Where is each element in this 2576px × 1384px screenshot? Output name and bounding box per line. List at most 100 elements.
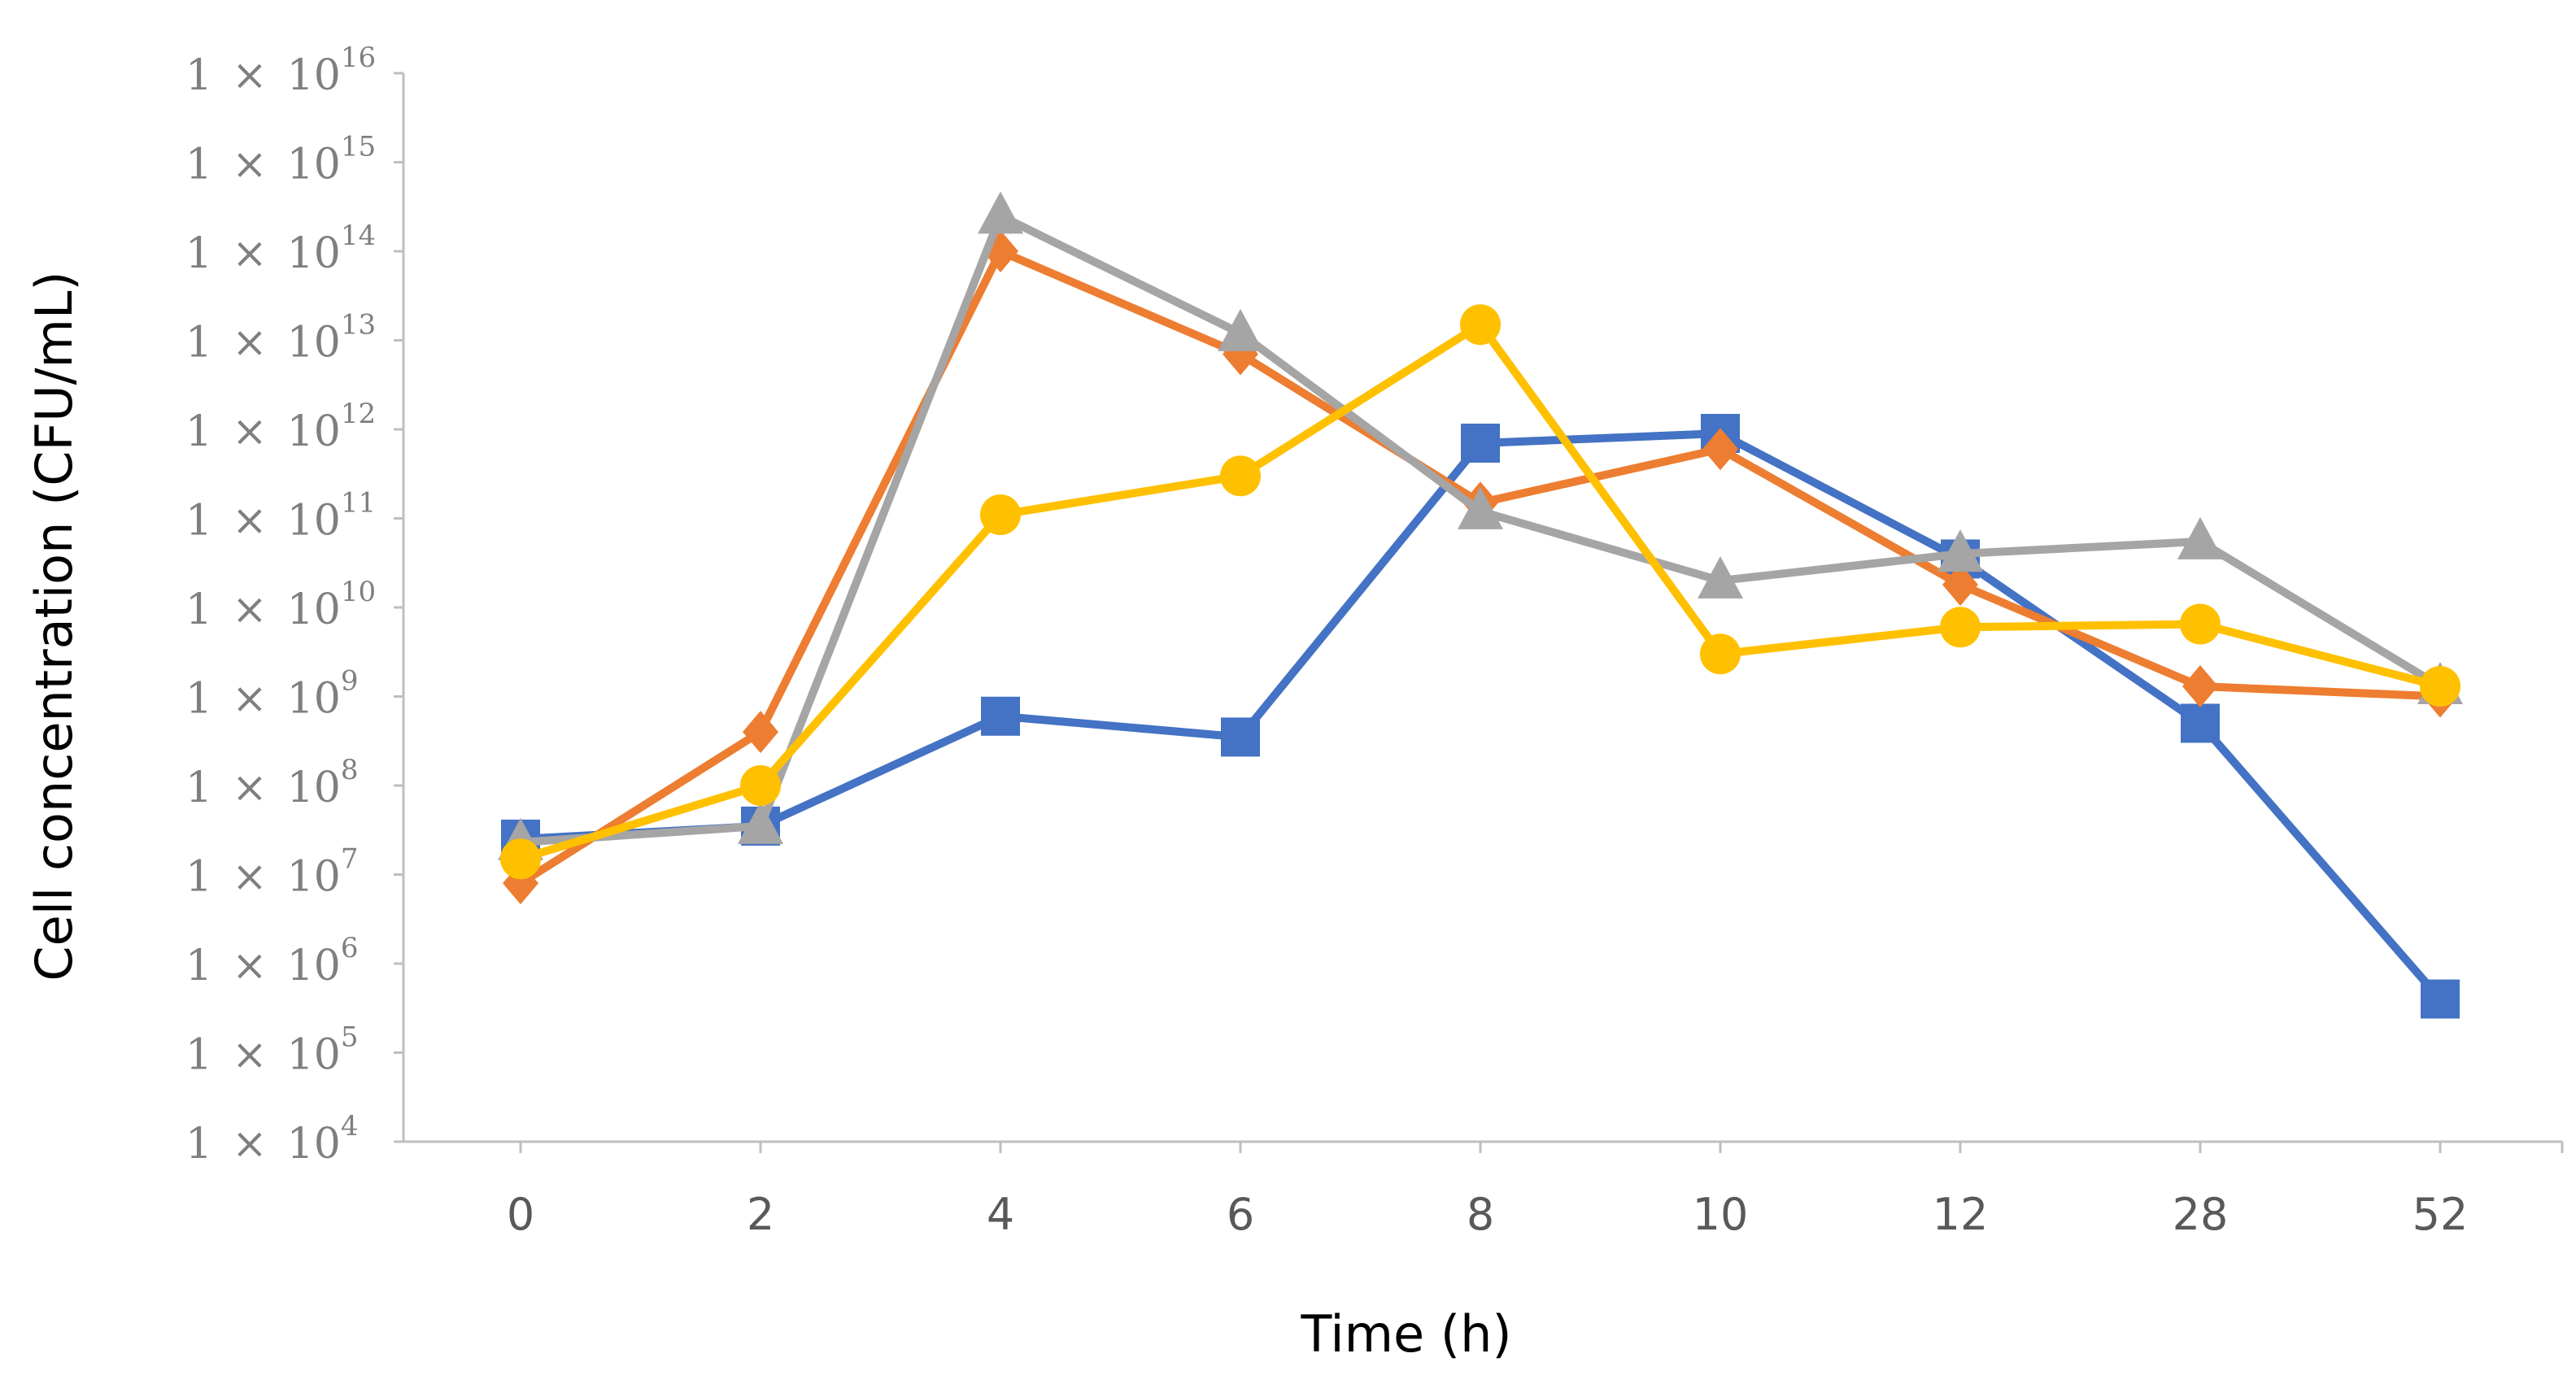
y-tick-base: 10 [287, 585, 341, 634]
y-tick-mantissa: 1 [185, 319, 212, 368]
data-point [1218, 308, 1263, 351]
y-tick-mantissa: 1 [185, 942, 212, 990]
data-point [1937, 529, 1983, 572]
y-tick-base: 10 [287, 853, 341, 902]
y-tick-times: × [232, 675, 268, 724]
x-tick-label: 0 [507, 1189, 534, 1240]
y-tick-label: 1 × 104 [185, 1110, 358, 1169]
y-tick-mantissa: 1 [185, 141, 212, 189]
y-tick-mantissa: 1 [185, 1031, 212, 1080]
y-tick-exponent: 9 [341, 665, 359, 698]
x-axis-title: Time (h) [1300, 1304, 1511, 1364]
y-tick-label: 1 × 1011 [185, 487, 376, 546]
y-tick-base: 10 [287, 319, 341, 368]
y-tick-mantissa: 1 [185, 407, 212, 456]
y-tick-times: × [232, 497, 268, 546]
y-tick-label: 1 × 107 [185, 843, 358, 902]
data-point [1940, 607, 1981, 648]
y-tick-exponent: 15 [341, 131, 376, 163]
y-tick-mantissa: 1 [185, 764, 212, 812]
data-point [1700, 633, 1741, 675]
data-point [500, 838, 541, 880]
data-point [1460, 304, 1501, 346]
x-tick-label: 10 [1693, 1189, 1749, 1240]
series-layer [498, 191, 2463, 1019]
y-tick-exponent: 11 [341, 487, 376, 520]
data-point [2421, 979, 2460, 1019]
x-tick-label: 28 [2173, 1189, 2229, 1240]
data-point [978, 191, 1023, 234]
data-point [1221, 717, 1260, 757]
x-tick-label: 4 [987, 1189, 1014, 1240]
y-tick-label: 1 × 1012 [185, 398, 376, 456]
y-tick-base: 10 [287, 229, 341, 278]
y-tick-base: 10 [287, 764, 341, 812]
y-tick-times: × [232, 1031, 268, 1080]
y-tick-mantissa: 1 [185, 229, 212, 278]
y-tick-base: 10 [287, 675, 341, 724]
y-tick-base: 10 [287, 1031, 341, 1080]
y-tick-mantissa: 1 [185, 675, 212, 724]
y-tick-mantissa: 1 [185, 585, 212, 634]
data-point [1942, 564, 1978, 607]
data-point [1461, 423, 1500, 463]
data-point [2180, 603, 2221, 645]
x-tick-label: 2 [747, 1189, 774, 1240]
data-point [981, 696, 1020, 736]
data-point [740, 765, 781, 806]
y-tick-label: 1 × 1015 [185, 131, 376, 189]
x-tick-label: 6 [1227, 1189, 1254, 1240]
y-tick-base: 10 [287, 497, 341, 546]
y-tick-label: 1 × 108 [185, 754, 358, 812]
x-axis-ticks: 0 2 4 6 8 10 12 28 52 [507, 1142, 2564, 1240]
y-tick-times: × [232, 51, 268, 100]
y-tick-label: 1 × 1016 [185, 41, 376, 100]
y-tick-base: 10 [287, 51, 341, 100]
data-point [1698, 556, 1743, 599]
y-tick-exponent: 6 [341, 932, 359, 964]
data-point [743, 711, 778, 754]
data-point [2420, 666, 2460, 707]
y-tick-exponent: 5 [341, 1021, 359, 1054]
y-tick-exponent: 8 [341, 754, 359, 786]
y-tick-times: × [232, 229, 268, 278]
y-tick-label: 1 × 105 [185, 1021, 358, 1080]
y-tick-mantissa: 1 [185, 51, 212, 100]
y-tick-base: 10 [287, 1120, 341, 1169]
data-point [2182, 665, 2218, 708]
y-tick-times: × [232, 1120, 268, 1169]
data-point [1702, 428, 1738, 471]
y-tick-times: × [232, 141, 268, 189]
y-tick-label: 1 × 1014 [185, 220, 376, 278]
data-point [2181, 703, 2220, 743]
y-tick-exponent: 16 [341, 41, 376, 74]
y-tick-exponent: 7 [341, 843, 359, 876]
y-tick-exponent: 14 [341, 220, 376, 252]
x-tick-label: 52 [2413, 1189, 2469, 1240]
y-tick-base: 10 [287, 942, 341, 990]
y-tick-base: 10 [287, 407, 341, 456]
y-tick-times: × [232, 764, 268, 812]
x-tick-label: 12 [1933, 1189, 1989, 1240]
y-tick-base: 10 [287, 141, 341, 189]
y-tick-label: 1 × 106 [185, 932, 358, 990]
data-point [980, 494, 1021, 535]
data-point [1220, 455, 1261, 497]
data-point [738, 801, 783, 844]
y-tick-label: 1 × 109 [185, 665, 358, 724]
y-tick-label: 1 × 1013 [185, 309, 376, 368]
data-point [1458, 486, 1503, 529]
y-tick-exponent: 13 [341, 309, 376, 342]
y-tick-times: × [232, 319, 268, 368]
y-tick-times: × [232, 853, 268, 902]
y-tick-mantissa: 1 [185, 853, 212, 902]
y-tick-mantissa: 1 [185, 1120, 212, 1169]
y-tick-times: × [232, 942, 268, 990]
y-axis-title: Cell concentration (CFU/mL) [24, 271, 84, 981]
y-tick-exponent: 12 [341, 398, 376, 430]
y-tick-exponent: 4 [341, 1110, 359, 1142]
y-tick-exponent: 10 [341, 576, 376, 608]
